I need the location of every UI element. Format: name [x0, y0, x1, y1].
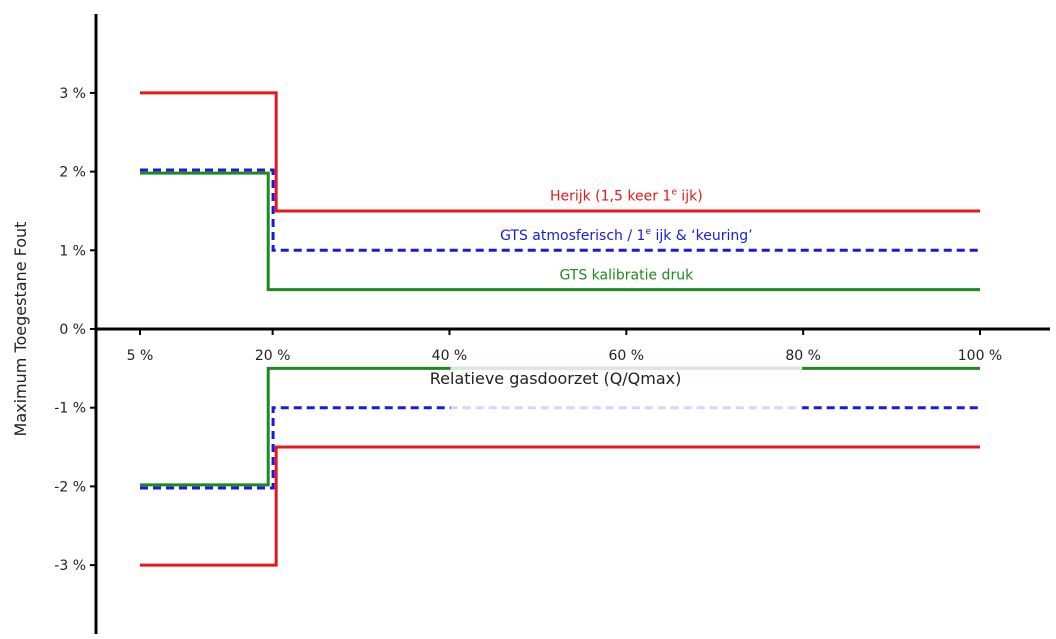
x-tick-label: 5 %	[127, 348, 154, 364]
y-tick-label: 3 %	[59, 86, 86, 102]
series-label-superscript: e	[671, 188, 677, 198]
labels-layer: Relatieve gasdoorzet (Q/Qmax) Maximum Toe…	[11, 188, 803, 437]
x-axis-title: Relatieve gasdoorzet (Q/Qmax)	[430, 369, 682, 388]
x-tick-label: 40 %	[432, 348, 468, 364]
x-tick-label: 100 %	[958, 348, 1002, 364]
y-axis-title: Maximum Toegestane Fout	[11, 222, 30, 437]
series-line-gts-atmosferisch-upper	[140, 168, 980, 252]
series-label-text: ijk)	[677, 189, 703, 205]
series-line-gts-kalibratie-upper	[140, 171, 980, 292]
x-tick-label: 20 %	[255, 348, 291, 364]
axes-layer: 3 % 2 % 1 % 0 % -1 % -2 % -3 % 5 % 20 % 40 % 60 % 8…	[54, 14, 1050, 634]
series-layer	[140, 91, 980, 567]
x-tick-label: 80 %	[785, 348, 821, 364]
series-label-gts-kalibratie: GTS kalibratie druk	[559, 267, 694, 283]
series-label-text: GTS kalibratie druk	[559, 267, 694, 283]
series-label-text: GTS atmosferisch / 1	[500, 228, 645, 244]
series-label-herijk: Herijk (1,5 keer 1e ijk)	[550, 188, 703, 205]
series-line-herijk-upper	[140, 91, 980, 213]
x-axis-title-background	[450, 366, 803, 414]
y-tick-label: 0 %	[59, 322, 86, 338]
y-tick-label: -1 %	[54, 401, 86, 417]
series-label-text: ijk & ‘keuring’	[651, 228, 753, 244]
series-label-text: Herijk (1,5 keer 1	[550, 189, 671, 205]
y-tick-label: 2 %	[59, 165, 86, 181]
y-tick-label: -2 %	[54, 479, 86, 495]
x-tick-label: 60 %	[609, 348, 645, 364]
series-line-herijk-lower	[140, 445, 980, 567]
series-label-gts-atmosferisch: GTS atmosferisch / 1e ijk & ‘keuring’	[500, 227, 753, 244]
y-tick-label: 1 %	[59, 243, 86, 259]
y-tick-label: -3 %	[54, 558, 86, 574]
series-label-superscript: e	[645, 227, 651, 237]
